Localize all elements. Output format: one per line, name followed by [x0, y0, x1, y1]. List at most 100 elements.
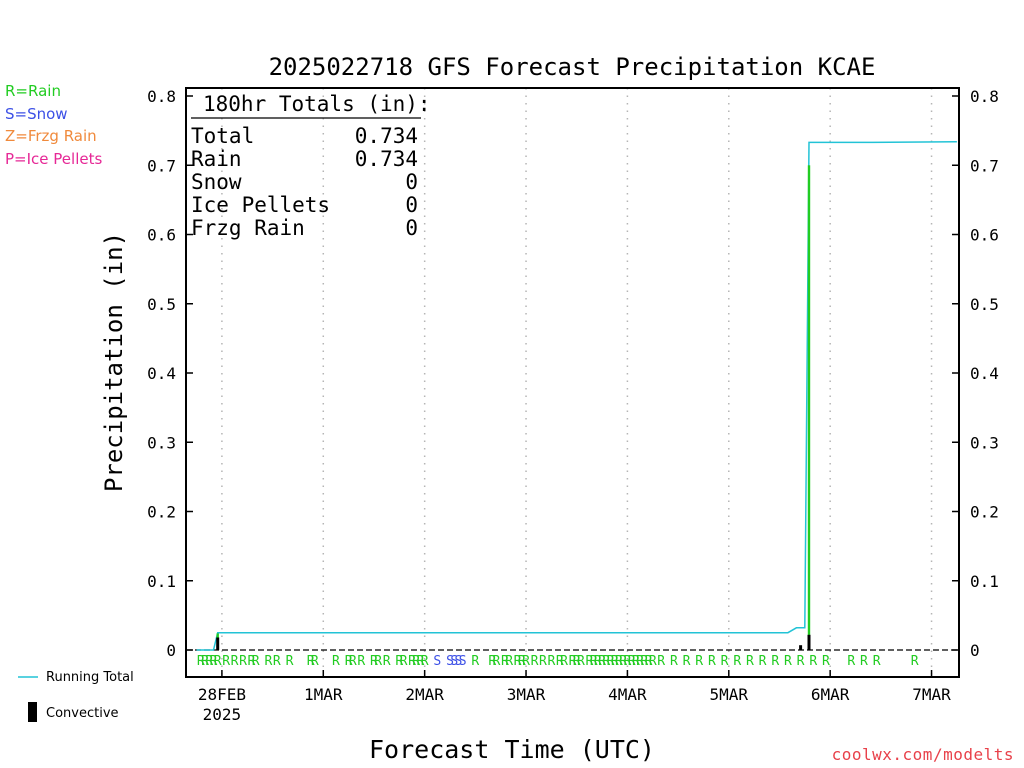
- ptype-marker: R: [357, 654, 365, 669]
- ptype-marker: R: [374, 654, 382, 669]
- ptype-marker: R: [733, 654, 741, 669]
- y-tick-label-left: 0.2: [147, 503, 176, 522]
- totals-box: 180hr Totals (in): Total 0.734 Rain 0.734 Sno…: [191, 92, 431, 240]
- ptype-marker: R: [809, 654, 817, 669]
- ptype-marker: R: [264, 654, 272, 669]
- ptype-marker: R: [585, 654, 593, 669]
- ptype-marker: R: [471, 654, 479, 669]
- ptype-marker: R: [577, 654, 585, 669]
- ptype-legend-rain: R=Rain: [5, 82, 61, 100]
- convective-legend-swatch: [28, 702, 37, 722]
- watermark: coolwx.com/modelts: [831, 745, 1014, 764]
- ptype-marker: R: [518, 654, 526, 669]
- ptype-marker: R: [619, 654, 627, 669]
- ptype-marker: R: [640, 654, 648, 669]
- y-tick-label-left: 0.8: [147, 87, 176, 106]
- ptype-marker: R: [522, 654, 530, 669]
- totals-row-value: 0.734: [355, 147, 418, 171]
- ptype-marker: R: [311, 654, 319, 669]
- ptype-marker: R: [505, 654, 513, 669]
- y-tick-label-right: 0.4: [970, 364, 999, 383]
- totals-row-value: 0.734: [355, 124, 418, 148]
- ptype-marker: R: [657, 654, 665, 669]
- ptype-legend: R=Rain S=Snow Z=Frzg Rain P=Ice Pellets: [5, 80, 102, 170]
- ptype-marker: R: [201, 654, 209, 669]
- ptype-marker: R: [412, 654, 420, 669]
- ptype-marker: R: [636, 654, 644, 669]
- ptype-marker: R: [514, 654, 522, 669]
- totals-row-value: 0: [405, 193, 418, 217]
- ptype-marker: R: [273, 654, 281, 669]
- ptype-marker: R: [598, 654, 606, 669]
- ptype-marker: R: [539, 654, 547, 669]
- y-tick-label-right: 0.6: [970, 226, 999, 245]
- ptype-marker: R: [590, 654, 598, 669]
- ptype-marker: R: [493, 654, 501, 669]
- ptype-marker: R: [573, 654, 581, 669]
- ptype-marker: R: [408, 654, 416, 669]
- totals-row-value: 0: [405, 170, 418, 194]
- ptype-marker: R: [197, 654, 205, 669]
- plot-frame: [185, 87, 960, 678]
- ptype-marker: R: [623, 654, 631, 669]
- x-tick-label: 6MAR: [811, 685, 850, 704]
- ptype-marker: R: [759, 654, 767, 669]
- ptype-marker: R: [547, 654, 555, 669]
- ptype-marker: R: [531, 654, 539, 669]
- ptype-marker: R: [214, 654, 222, 669]
- ptype-marker: R: [594, 654, 602, 669]
- ptype-marker: S: [450, 654, 458, 669]
- ptype-marker: R: [501, 654, 509, 669]
- ptype-marker: R: [683, 654, 691, 669]
- ptype-marker: R: [345, 654, 353, 669]
- y-tick-label-left: 0.1: [147, 572, 176, 591]
- ptype-marker: R: [488, 654, 496, 669]
- y-tick-label-right: 0.3: [970, 433, 999, 452]
- ptype-legend-snow: S=Snow: [5, 104, 68, 123]
- totals-row-label: Rain: [191, 147, 242, 171]
- ptype-marker: R: [670, 654, 678, 669]
- running-total-line: [196, 140, 957, 651]
- ptype-marker: R: [395, 654, 403, 669]
- ptype-marker: R: [784, 654, 792, 669]
- ptype-marker: R: [349, 654, 357, 669]
- ptype-marker: R: [721, 654, 729, 669]
- ptype-marker: R: [771, 654, 779, 669]
- ptype-marker: R: [560, 654, 568, 669]
- ptype-marker: R: [383, 654, 391, 669]
- ptype-marker: R: [205, 654, 213, 669]
- ptype-marker: R: [847, 654, 855, 669]
- ptype-marker: R: [860, 654, 868, 669]
- x-tick-label: 28FEB: [198, 685, 246, 704]
- convective-bar: [807, 634, 811, 650]
- ptype-marker: S: [446, 654, 454, 669]
- running-total-legend-label: Running Total: [46, 670, 134, 685]
- ptype-marker: R: [695, 654, 703, 669]
- ptype-marker: R: [911, 654, 919, 669]
- totals-row-label: Snow: [191, 170, 242, 194]
- ptype-marker: R: [231, 654, 239, 669]
- ptype-marker: S: [433, 654, 441, 669]
- convective-bar: [799, 645, 803, 650]
- convective-legend-label: Convective: [46, 706, 119, 721]
- ptype-marker: R: [332, 654, 340, 669]
- year-label: 2025: [203, 705, 242, 724]
- ptype-marker: S: [459, 654, 467, 669]
- ptype-marker: R: [746, 654, 754, 669]
- ptype-marker: R: [611, 654, 619, 669]
- x-tick-label: 4MAR: [608, 685, 647, 704]
- ptype-marker: R: [286, 654, 294, 669]
- y-tick-label-left: 0.7: [147, 156, 176, 175]
- ptype-marker: R: [602, 654, 610, 669]
- ptype-marker: R: [400, 654, 408, 669]
- y-tick-label-left: 0.6: [147, 226, 176, 245]
- x-tick-label: 5MAR: [710, 685, 749, 704]
- ptype-marker: R: [569, 654, 577, 669]
- ptype-marker: R: [628, 654, 636, 669]
- y-axis-label: Precipitation (in): [100, 232, 128, 492]
- convective-bar: [216, 637, 220, 650]
- totals-row-value: 0: [405, 216, 418, 240]
- gridlines: [186, 88, 959, 677]
